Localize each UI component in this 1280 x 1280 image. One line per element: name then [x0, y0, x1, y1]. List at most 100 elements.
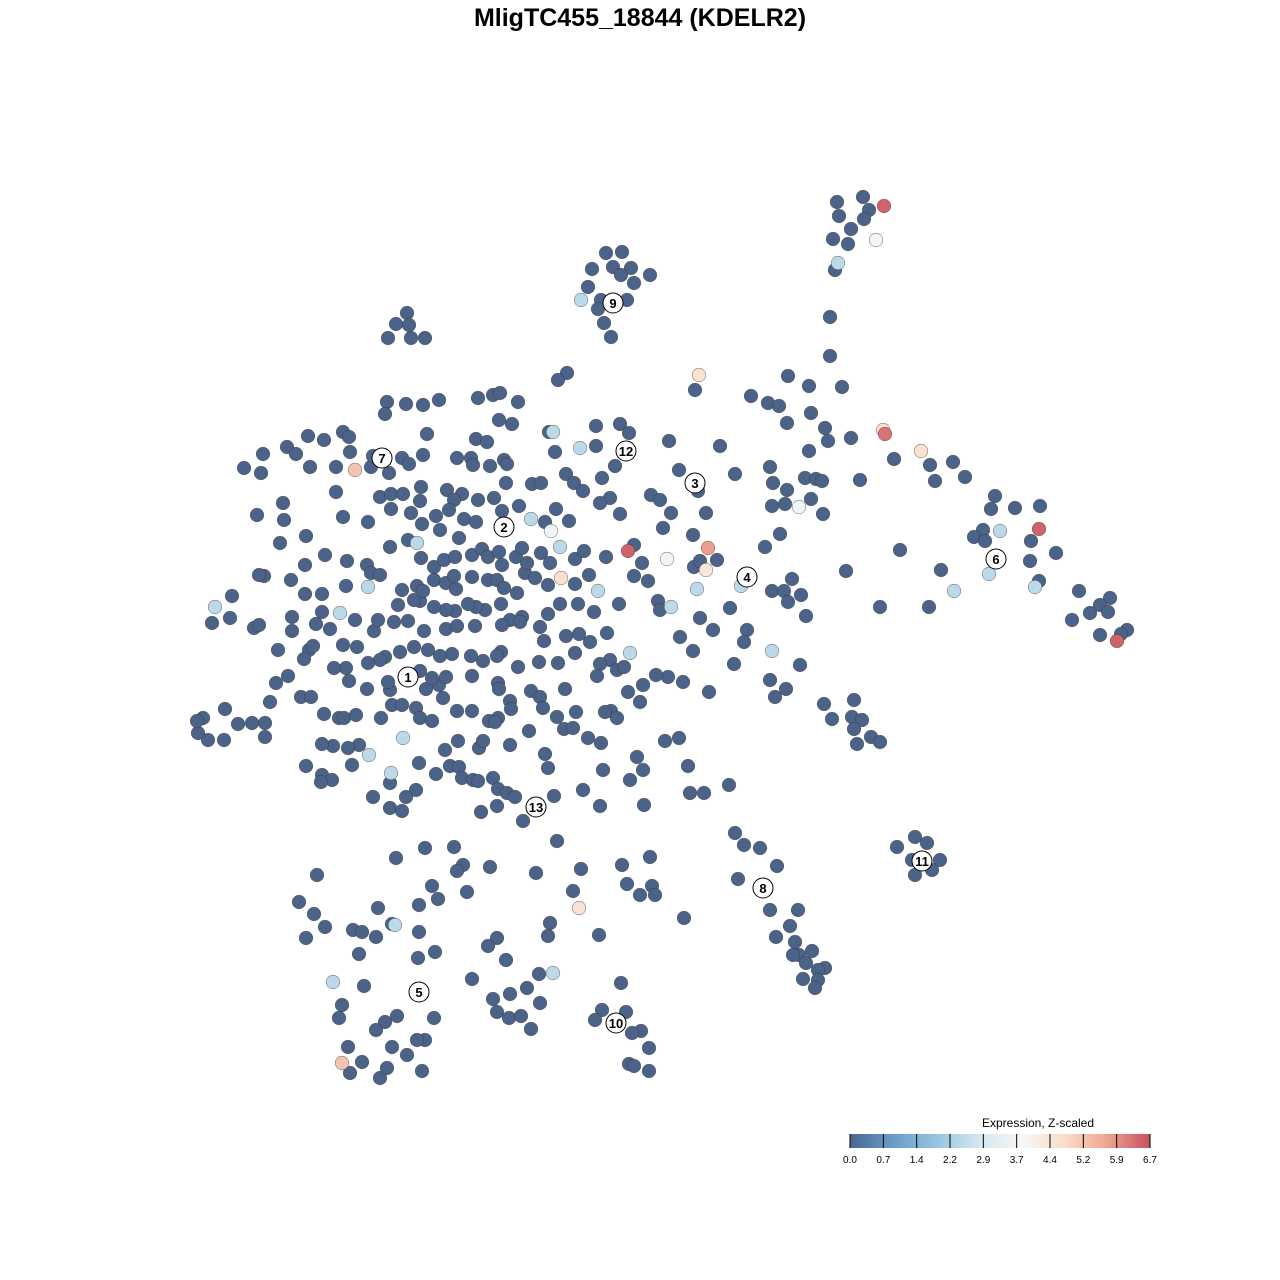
data-point: [394, 582, 410, 598]
data-point: [379, 1060, 395, 1076]
data-point: [768, 929, 784, 945]
data-point: [509, 585, 525, 601]
data-point: [680, 758, 696, 774]
data-point: [790, 902, 806, 918]
data-point: [722, 600, 738, 616]
data-point: [465, 457, 481, 473]
data-point: [411, 897, 427, 913]
data-point: [552, 539, 568, 555]
data-point: [830, 255, 846, 271]
data-point: [535, 700, 551, 716]
data-point: [432, 648, 448, 664]
data-point: [475, 653, 491, 669]
data-point: [584, 261, 600, 277]
data-point: [309, 867, 325, 883]
data-point: [612, 506, 628, 522]
data-point: [757, 539, 773, 555]
data-point: [335, 509, 351, 525]
data-point: [764, 498, 780, 514]
data-point: [382, 800, 398, 816]
data-point: [849, 736, 865, 752]
data-point: [1082, 605, 1098, 621]
data-point: [785, 947, 801, 963]
data-point: [764, 643, 780, 659]
data-point: [545, 424, 561, 440]
data-point: [485, 991, 501, 1007]
data-point: [493, 596, 509, 612]
data-point: [933, 562, 949, 578]
data-point: [698, 562, 714, 578]
data-point: [626, 1058, 642, 1074]
data-point: [550, 655, 566, 671]
data-point: [514, 540, 530, 556]
data-point: [701, 684, 717, 700]
data-point: [489, 798, 505, 814]
data-point: [1023, 533, 1039, 549]
data-point: [270, 642, 286, 658]
cluster-label-text: 7: [378, 451, 385, 466]
data-point: [480, 938, 496, 954]
data-point: [251, 617, 267, 633]
cluster-label-circle: [602, 292, 624, 314]
data-point: [588, 438, 604, 454]
data-point: [389, 1008, 405, 1024]
data-point: [626, 275, 642, 291]
cluster-label-text: 2: [500, 520, 507, 535]
data-point: [339, 553, 355, 569]
data-point: [406, 639, 422, 655]
data-point: [568, 704, 584, 720]
data-point: [886, 451, 902, 467]
data-point: [494, 503, 510, 519]
data-point: [314, 586, 330, 602]
cluster-label-circle: [408, 981, 430, 1003]
data-point: [552, 596, 568, 612]
data-point: [663, 505, 679, 521]
data-point: [671, 730, 687, 746]
data-point: [308, 616, 324, 632]
data-point: [592, 798, 608, 814]
data-point: [368, 929, 384, 945]
data-point: [946, 583, 962, 599]
data-point: [427, 944, 443, 960]
data-point: [852, 472, 868, 488]
data-point: [416, 623, 432, 639]
data-point: [540, 577, 556, 593]
data-point: [341, 673, 357, 689]
data-point: [372, 1070, 388, 1086]
data-point: [334, 1055, 350, 1071]
data-point: [388, 850, 404, 866]
data-point: [648, 667, 664, 683]
data-point: [303, 689, 319, 705]
data-point: [780, 368, 796, 384]
data-point: [877, 426, 893, 442]
data-point: [417, 330, 433, 346]
data-point: [792, 657, 808, 673]
data-point: [919, 835, 935, 851]
data-point: [515, 813, 531, 829]
data-point: [795, 971, 811, 987]
cluster-label-circle: [985, 548, 1007, 570]
data-point: [596, 315, 612, 331]
data-point: [545, 965, 561, 981]
data-point: [621, 425, 637, 441]
data-point: [546, 788, 562, 804]
data-point: [487, 714, 503, 730]
data-point: [403, 330, 419, 346]
data-point: [399, 1047, 415, 1063]
legend-colorbar: [850, 1134, 1150, 1148]
data-point: [475, 733, 491, 749]
data-point: [297, 586, 313, 602]
data-point: [571, 626, 587, 642]
data-point: [549, 709, 565, 725]
data-point: [347, 462, 363, 478]
data-point: [296, 651, 312, 667]
data-point: [889, 839, 905, 855]
data-point: [464, 569, 480, 585]
data-point: [334, 997, 350, 1013]
data-point: [222, 610, 238, 626]
data-point: [565, 883, 581, 899]
data-point: [573, 861, 589, 877]
data-point: [426, 599, 442, 615]
cluster-label-text: 4: [743, 570, 751, 585]
data-point: [306, 906, 322, 922]
